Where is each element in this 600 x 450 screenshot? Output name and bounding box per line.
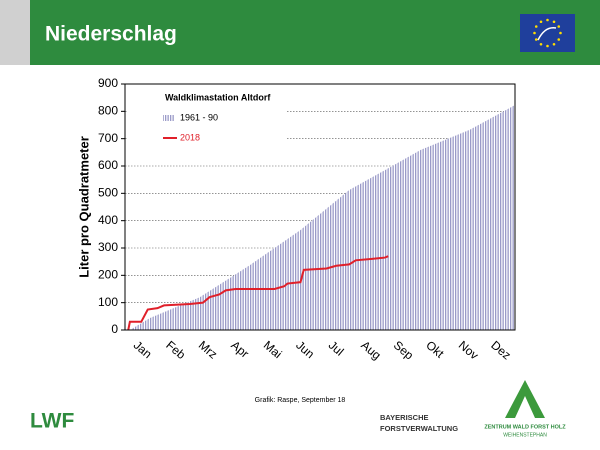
x-tick-label: Mrz bbox=[196, 338, 220, 362]
star bbox=[559, 31, 562, 35]
chart: 0 100 200 300 400 500 600 700 800 900 Jan Feb Mrz Apr… bbox=[76, 76, 516, 363]
zentrum-logo bbox=[505, 380, 545, 418]
legend-label: 2018 bbox=[180, 132, 200, 142]
eu-logo bbox=[520, 14, 575, 52]
star bbox=[539, 20, 543, 24]
star bbox=[534, 38, 538, 41]
lwf-logo: LWF bbox=[30, 410, 74, 433]
star bbox=[533, 31, 536, 35]
y-tick-label: 700 bbox=[98, 131, 118, 145]
x-tick-label: Okt bbox=[423, 338, 447, 361]
star bbox=[557, 38, 561, 41]
star bbox=[546, 18, 549, 22]
plot-frame bbox=[124, 83, 516, 331]
star bbox=[552, 20, 556, 24]
y-tick-label: 300 bbox=[98, 240, 118, 254]
x-tick-label: Apr bbox=[228, 338, 251, 361]
x-tick-label: Sep bbox=[391, 338, 417, 363]
x-tick-label: Dez bbox=[488, 338, 513, 362]
header-side bbox=[0, 0, 30, 65]
header-bar bbox=[30, 0, 600, 65]
star bbox=[546, 44, 549, 48]
x-tick-label: Aug bbox=[358, 338, 383, 362]
area bbox=[129, 105, 515, 331]
y-tick-label: 200 bbox=[98, 268, 118, 282]
y-tick-label: 400 bbox=[98, 213, 118, 227]
zentrum-text: WEIHENSTEPHAN bbox=[503, 432, 547, 438]
y-axis-label: Liter pro Quadratmeter bbox=[76, 136, 91, 278]
x-tick-label: Nov bbox=[456, 338, 481, 362]
line bbox=[127, 255, 389, 331]
x-tick-label: Jul bbox=[326, 338, 347, 359]
star bbox=[539, 42, 543, 46]
star bbox=[557, 25, 561, 28]
slide-title: Niederschlag bbox=[45, 23, 177, 46]
legend-label: 1961 - 90 bbox=[180, 112, 218, 122]
y-tick-label: 100 bbox=[98, 295, 118, 309]
y-tick-label: 800 bbox=[98, 104, 118, 118]
x-tick-label: Jan bbox=[131, 338, 155, 361]
bayern-logo: BAYERISCHE bbox=[380, 413, 429, 422]
legend-swatch bbox=[163, 115, 175, 121]
y-tick-label: 500 bbox=[98, 186, 118, 200]
legend-box bbox=[127, 86, 287, 148]
x-tick-label: Feb bbox=[163, 338, 188, 362]
x-tick-label: Mai bbox=[261, 338, 285, 361]
bayern-logo: FORSTVERWALTUNG bbox=[380, 424, 458, 433]
y-tick-label: 900 bbox=[98, 76, 118, 90]
zentrum-text: ZENTRUM WALD FORST HOLZ bbox=[484, 424, 566, 430]
legend-title: Waldklimastation Altdorf bbox=[165, 92, 271, 102]
credit: Grafik: Raspe, September 18 bbox=[255, 397, 346, 404]
y-tick-label: 0 bbox=[111, 322, 118, 336]
star bbox=[552, 42, 556, 46]
star bbox=[534, 25, 538, 28]
x-tick-label: Jun bbox=[293, 338, 317, 361]
y-tick-label: 600 bbox=[98, 158, 118, 172]
